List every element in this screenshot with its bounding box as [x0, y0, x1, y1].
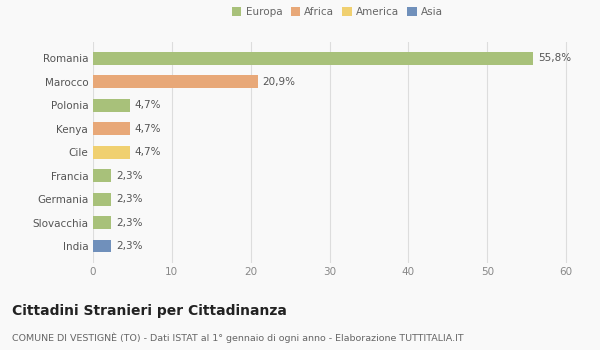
Text: 2,3%: 2,3%: [116, 171, 142, 181]
Text: 4,7%: 4,7%: [135, 124, 161, 134]
Bar: [93, 193, 111, 205]
Text: 2,3%: 2,3%: [116, 241, 142, 251]
Bar: [93, 169, 111, 182]
Text: 2,3%: 2,3%: [116, 194, 142, 204]
Text: COMUNE DI VESTIGNÈ (TO) - Dati ISTAT al 1° gennaio di ogni anno - Elaborazione T: COMUNE DI VESTIGNÈ (TO) - Dati ISTAT al …: [12, 332, 464, 343]
Bar: [93, 216, 111, 229]
Text: 2,3%: 2,3%: [116, 218, 142, 228]
Bar: [93, 76, 258, 88]
Text: 4,7%: 4,7%: [135, 147, 161, 157]
Bar: [93, 146, 130, 159]
Text: 55,8%: 55,8%: [538, 54, 571, 63]
Bar: [93, 122, 130, 135]
Text: 4,7%: 4,7%: [135, 100, 161, 110]
Bar: [93, 240, 111, 252]
Text: Cittadini Stranieri per Cittadinanza: Cittadini Stranieri per Cittadinanza: [12, 304, 287, 318]
Bar: [93, 52, 533, 65]
Text: 20,9%: 20,9%: [263, 77, 296, 87]
Bar: [93, 99, 130, 112]
Legend: Europa, Africa, America, Asia: Europa, Africa, America, Asia: [228, 3, 447, 21]
